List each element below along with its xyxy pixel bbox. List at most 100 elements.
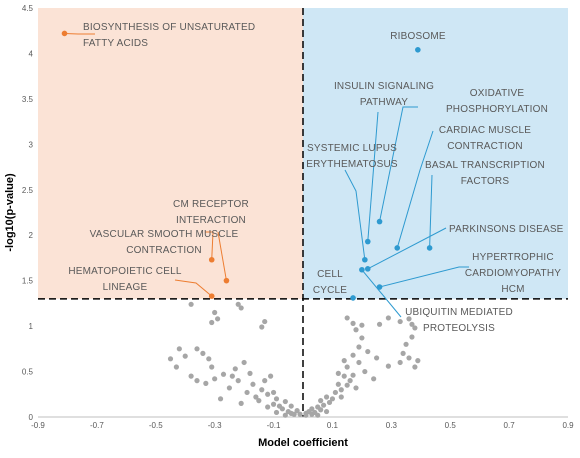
significant-point — [362, 256, 368, 263]
nonsignificant-point — [235, 378, 241, 384]
nonsignificant-point — [232, 366, 238, 372]
nonsignificant-point — [365, 348, 371, 355]
nonsignificant-point — [206, 356, 212, 362]
nonsignificant-point — [297, 411, 303, 417]
nonsignificant-point — [238, 400, 244, 406]
leader-line — [367, 227, 447, 270]
x-tick-label: -0.9 — [31, 421, 45, 430]
significant-point — [350, 295, 356, 301]
y-tick-label: 1.5 — [22, 277, 34, 286]
x-tick-label: -0.3 — [208, 421, 222, 430]
significant-point — [364, 238, 371, 245]
point-annotations: BIOSYNTHESIS OF UNSATURATED FATTY ACIDS CM… — [68, 22, 563, 334]
leader-line — [217, 231, 227, 281]
nonsignificant-point — [270, 401, 277, 407]
nonsignificant-point — [250, 381, 256, 387]
positive-significant-region — [303, 8, 568, 299]
x-tick-label: 0.7 — [504, 421, 516, 430]
significant-point — [364, 266, 371, 272]
nonsignificant-point — [262, 318, 268, 325]
significant-point — [415, 47, 421, 53]
x-tick-label: -0.7 — [90, 421, 104, 430]
point-annotation: INSULIN SIGNALING PATHWAY — [334, 81, 434, 108]
nonsignificant-point — [194, 346, 200, 352]
nonsignificant-point — [244, 389, 250, 396]
x-tick-label: -0.5 — [149, 421, 163, 430]
nonsignificant-point — [282, 398, 288, 405]
significant-point — [376, 218, 383, 225]
nonsignificant-point — [220, 371, 227, 377]
nonsignificant-point — [341, 358, 347, 364]
y-tick-label: 2 — [29, 231, 34, 240]
nonsignificant-point — [315, 404, 321, 410]
significant-point — [223, 277, 230, 284]
nonsignificant-point — [335, 370, 341, 376]
nonsignificant-point — [262, 378, 268, 384]
point-annotation: CARDIAC MUSCLE CONTRACTION — [439, 125, 531, 152]
nonsignificant-point — [409, 334, 415, 340]
nonsignificant-point — [332, 389, 338, 396]
nonsignificant-point — [273, 396, 280, 402]
significant-point — [61, 30, 68, 37]
nonsignificant-point — [350, 372, 356, 378]
leader-line — [64, 32, 95, 35]
nonsignificant-point — [341, 373, 347, 379]
y-tick-label: 0 — [29, 413, 34, 422]
point-annotation: PARKINSONS DISEASE — [449, 224, 564, 235]
nonsignificant-point — [259, 387, 265, 393]
point-annotation: HEMATOPOIETIC CELL LINEAGE — [68, 266, 181, 293]
nonsignificant-point — [376, 321, 383, 327]
nonsignificant-point — [194, 378, 200, 384]
nonsignificant-point — [374, 355, 380, 361]
nonsignificant-point — [241, 359, 247, 366]
annotation-leader-lines — [64, 32, 469, 318]
negative-significant-region — [38, 8, 303, 299]
point-annotation: UBIQUITIN MEDIATED PROTEOLYSIS — [405, 307, 513, 334]
nonsignificant-point — [329, 396, 336, 402]
nonsignificant-point — [347, 378, 353, 384]
nonsignificant-point — [226, 385, 232, 391]
nonsignificant-point — [273, 409, 280, 416]
significant-points — [61, 30, 433, 301]
nonsignificant-point — [326, 399, 333, 406]
nonsignificant-point — [412, 364, 418, 370]
leader-line — [367, 111, 379, 242]
y-tick-label: 0.5 — [22, 368, 34, 377]
x-tick-label: 0.5 — [445, 421, 457, 430]
nonsignificant-point — [353, 327, 359, 333]
nonsignificant-point — [403, 341, 409, 347]
nonsignificant-point — [265, 391, 271, 397]
nonsignificant-point — [209, 319, 215, 326]
x-tick-label: -0.1 — [267, 421, 281, 430]
y-tick-label: 2.5 — [22, 186, 34, 195]
y-axis-title: -log10(p-value) — [4, 173, 16, 252]
nonsignificant-point — [265, 404, 271, 410]
y-tick-label: 4 — [29, 49, 34, 58]
nonsignificant-point — [359, 322, 365, 328]
nonsignificant-point — [288, 403, 294, 409]
significant-point — [426, 245, 433, 251]
nonsignificant-point — [209, 364, 215, 370]
nonsignificant-point — [182, 353, 188, 359]
x-tick-label: 0.1 — [327, 421, 339, 430]
significant-point — [394, 245, 401, 251]
nonsignificant-point — [344, 364, 350, 370]
leader-line — [205, 231, 214, 260]
nonsignificant-point — [406, 316, 412, 322]
x-tick-label: 0.9 — [562, 421, 574, 430]
nonsignificant-point — [323, 408, 330, 415]
nonsignificant-point — [282, 412, 288, 418]
nonsignificant-point — [412, 325, 418, 331]
point-annotation: OXIDATIVE PHOSPHORYLATION — [446, 88, 548, 115]
leader-line — [344, 169, 366, 260]
nonsignificant-point — [335, 381, 341, 387]
y-tick-label: 3.5 — [22, 95, 34, 104]
nonsignificant-point — [268, 373, 274, 379]
reference-lines — [38, 8, 568, 418]
nonsignificant-point — [344, 315, 350, 321]
point-annotation: RIBOSOME — [390, 31, 446, 42]
nonsignificant-point — [356, 344, 362, 350]
nonsignificant-point — [167, 356, 174, 362]
nonsignificant-point — [212, 376, 218, 382]
leader-line — [361, 269, 402, 318]
